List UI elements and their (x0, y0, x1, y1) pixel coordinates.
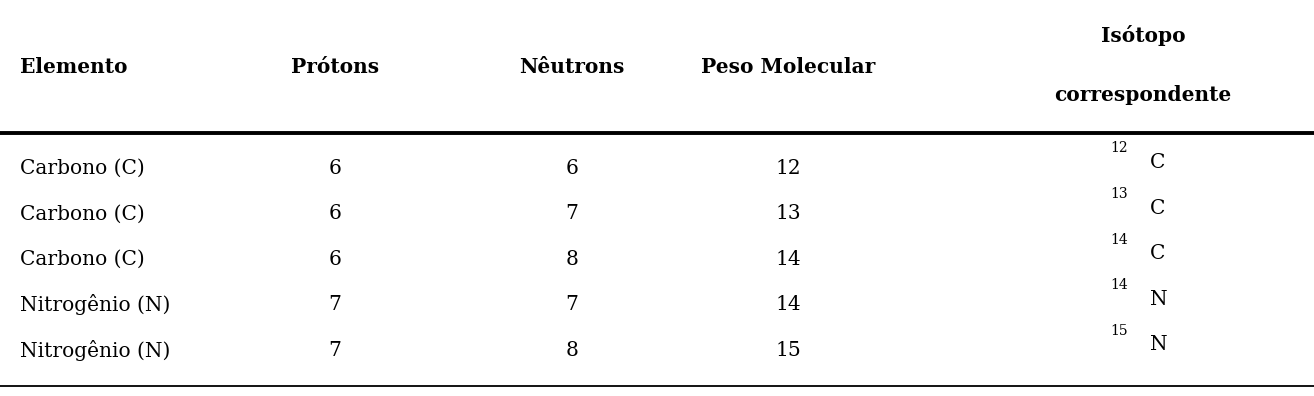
Text: 7: 7 (328, 295, 342, 314)
Text: correspondente: correspondente (1055, 85, 1231, 105)
Text: 12: 12 (1110, 141, 1127, 156)
Text: 8: 8 (565, 341, 578, 360)
Text: Prótons: Prótons (290, 57, 380, 77)
Text: Isótopo: Isótopo (1101, 25, 1185, 46)
Text: 6: 6 (328, 250, 342, 269)
Text: Carbono (C): Carbono (C) (20, 204, 145, 223)
Text: Peso Molecular: Peso Molecular (702, 57, 875, 77)
Text: N: N (1150, 290, 1167, 309)
Text: 8: 8 (565, 250, 578, 269)
Text: 7: 7 (565, 204, 578, 223)
Text: Carbono (C): Carbono (C) (20, 159, 145, 178)
Text: 6: 6 (565, 159, 578, 178)
Text: 14: 14 (775, 250, 802, 269)
Text: Nêutrons: Nêutrons (519, 57, 624, 77)
Text: C: C (1150, 153, 1166, 172)
Text: 14: 14 (1110, 278, 1129, 292)
Text: 14: 14 (1110, 232, 1129, 247)
Text: 7: 7 (565, 295, 578, 314)
Text: Nitrogênio (N): Nitrogênio (N) (20, 340, 170, 361)
Text: N: N (1150, 335, 1167, 354)
Text: Nitrogênio (N): Nitrogênio (N) (20, 294, 170, 316)
Text: 14: 14 (775, 295, 802, 314)
Text: 6: 6 (328, 159, 342, 178)
Text: Carbono (C): Carbono (C) (20, 250, 145, 269)
Text: 7: 7 (328, 341, 342, 360)
Text: 13: 13 (1110, 187, 1127, 201)
Text: 6: 6 (328, 204, 342, 223)
Text: Elemento: Elemento (20, 57, 127, 77)
Text: 15: 15 (1110, 324, 1127, 338)
Text: C: C (1150, 199, 1166, 218)
Text: 15: 15 (775, 341, 802, 360)
Text: C: C (1150, 244, 1166, 263)
Text: 12: 12 (775, 159, 802, 178)
Text: 13: 13 (775, 204, 802, 223)
